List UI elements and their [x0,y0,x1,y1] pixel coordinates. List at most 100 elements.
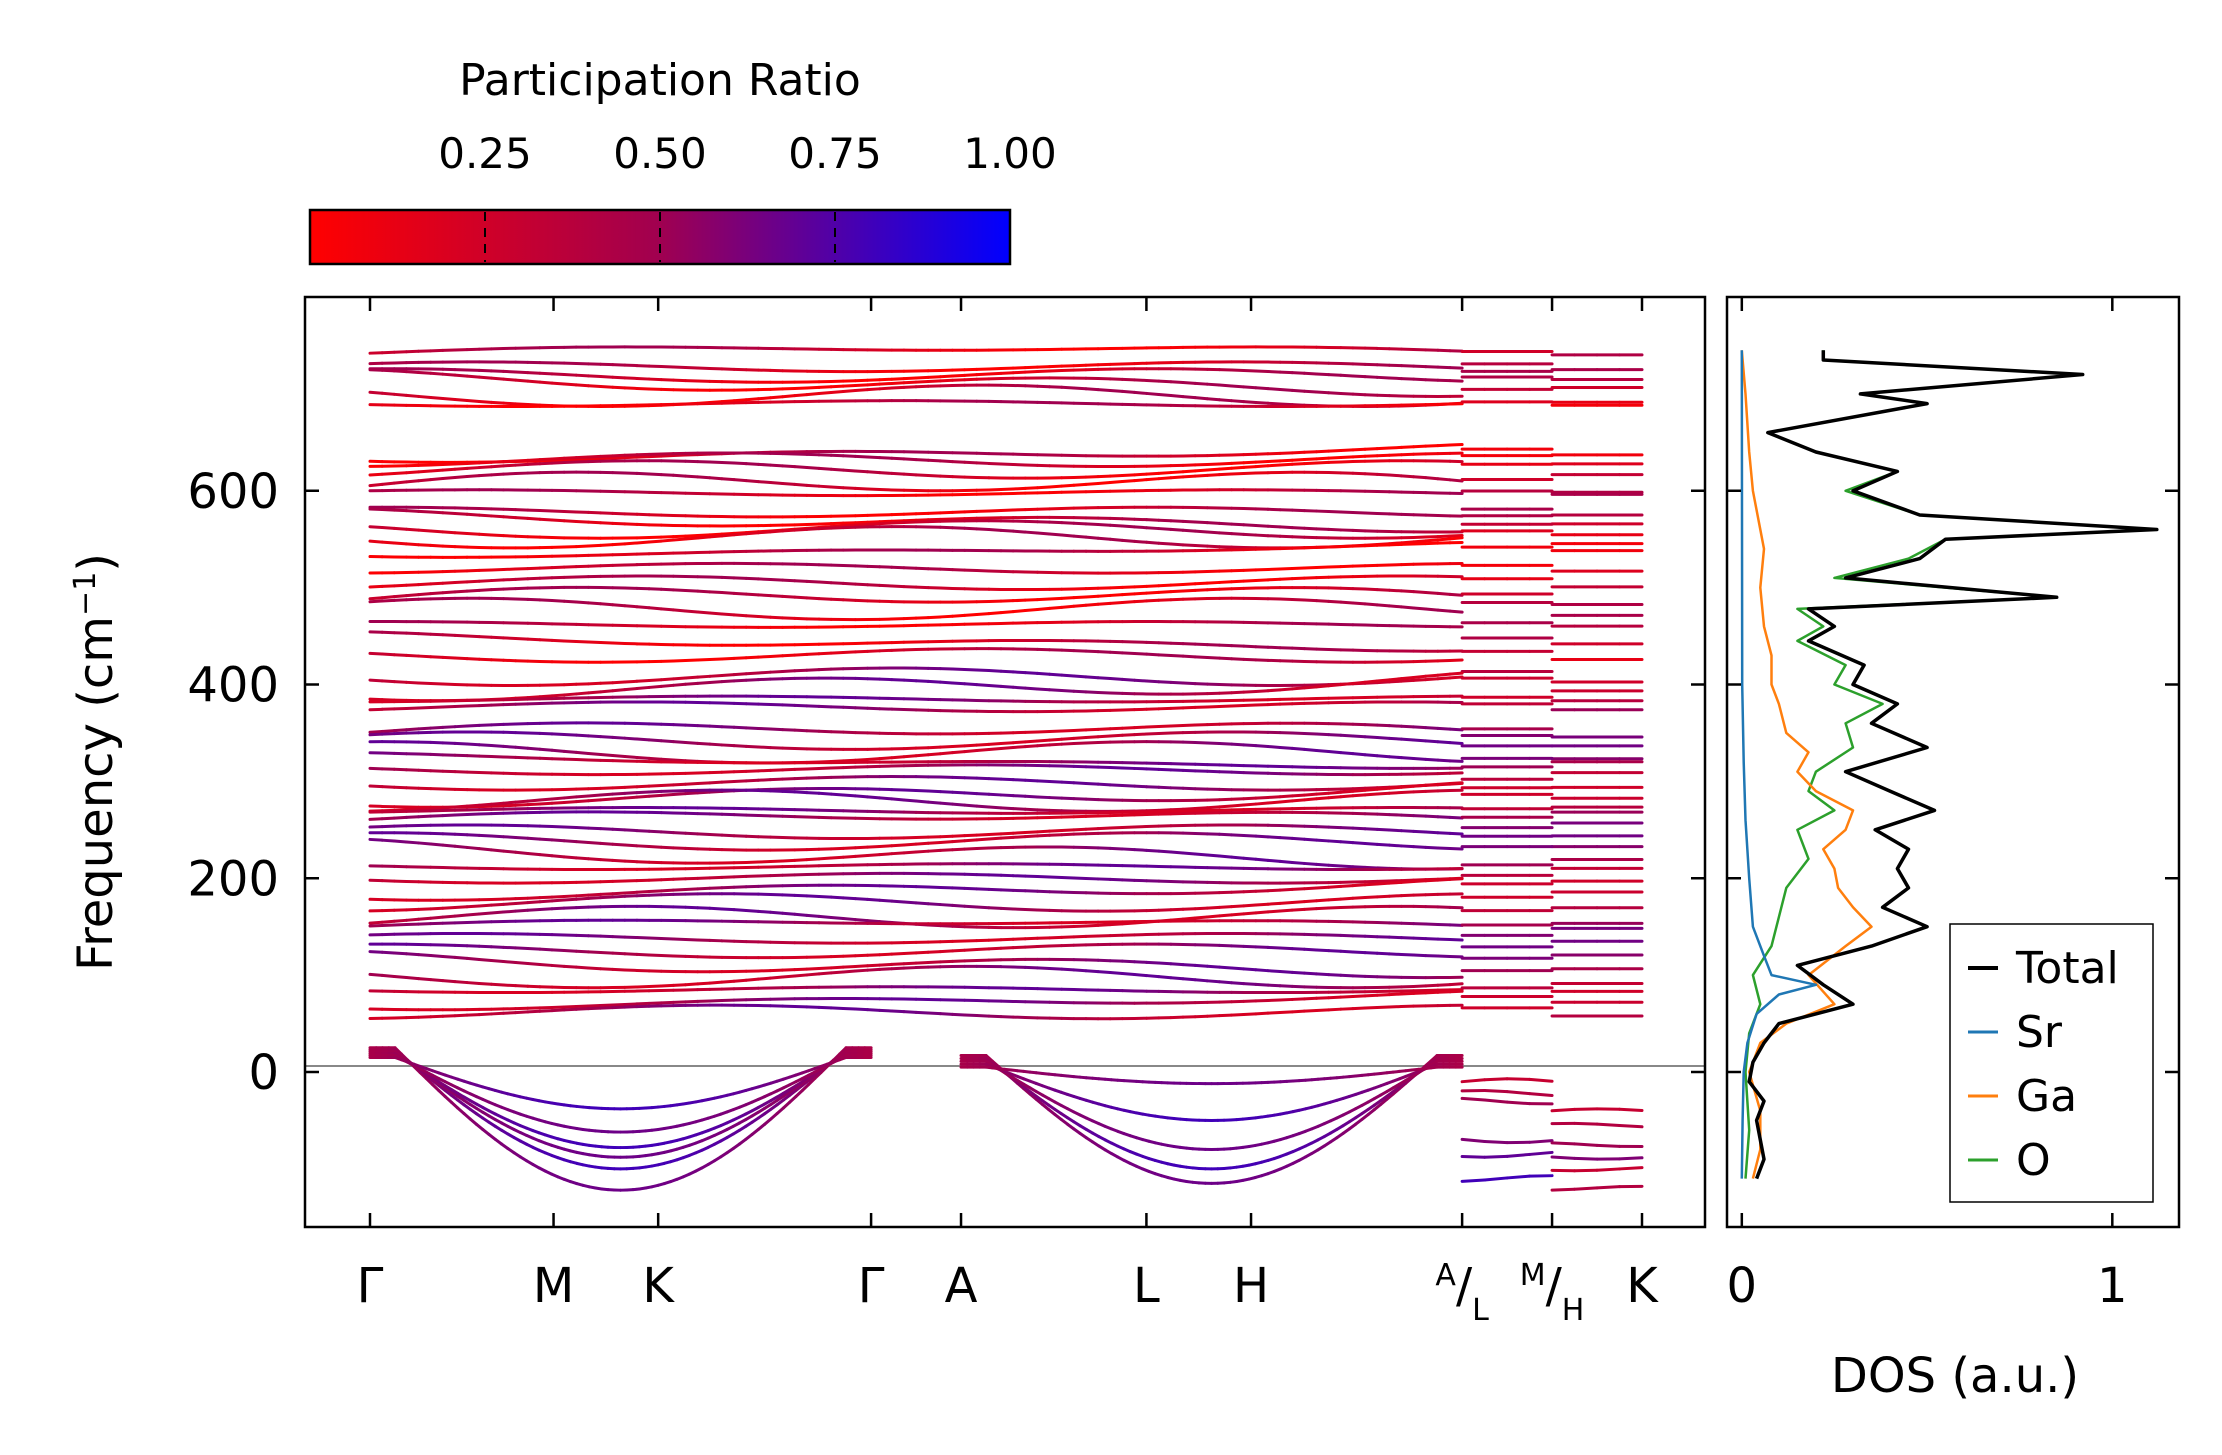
band-segment [1412,725,1428,730]
band-segment [611,785,627,790]
band-segment [926,840,942,845]
band-segment [1315,906,1331,911]
band-segment [441,475,457,480]
band-segment [404,631,421,636]
band-segment [380,481,396,486]
band-segment [1084,969,1100,974]
band-segment [1048,737,1064,742]
band-segment [1169,527,1185,532]
band-segment [890,381,906,385]
band-segment [1181,528,1197,533]
band-segment [1448,877,1464,881]
band-segment [1363,679,1379,684]
band-segment [1278,745,1294,750]
band-segment [1351,447,1367,452]
band-segment [841,650,857,654]
band-segment [853,968,870,973]
band-segment [1023,486,1039,490]
band-segment [1193,682,1209,686]
band-segment [1254,834,1270,839]
band-segment [1436,608,1452,613]
band-segment [1399,790,1416,795]
band-segment [429,655,445,659]
band-segment [829,650,845,655]
band-segment [732,978,748,983]
band-segment [1278,388,1294,392]
band-segment [1266,800,1282,805]
band-segment [1424,845,1440,850]
band-segment [489,910,505,915]
band-segment [1181,519,1197,524]
band-segment [429,468,445,473]
band-segment [1060,967,1076,972]
band-segment [1254,460,1270,464]
band-segment [611,796,627,801]
band-segment [987,461,1003,466]
band-segment [441,544,457,549]
band-segment [793,967,809,972]
band-segment [817,484,833,489]
band-segment [756,615,772,619]
band-segment [1254,857,1270,862]
band-segment [781,968,797,972]
band-segment [574,519,590,524]
band-segment [684,536,700,541]
band-segment [1266,909,1282,914]
phonon-bands [368,345,1644,1192]
band-segment [1327,949,1343,953]
band-segment [1375,472,1391,477]
band-segment [574,383,590,388]
band-segment [465,981,481,985]
band-segment [1399,880,1416,884]
band-segment [732,478,748,483]
band-segment [866,897,882,902]
band-segment [841,581,857,586]
band-segment [684,534,700,538]
band-segment [890,952,906,956]
band-segment [1023,807,1039,812]
band-segment [1096,601,1112,606]
band-segment [817,791,833,796]
band-segment [902,961,918,966]
band-segment [1035,966,1052,970]
band-segment [1254,982,1270,987]
band-segment [853,845,870,850]
band-segment [477,399,493,404]
band-segment [550,599,566,603]
band-segment [841,468,857,473]
band-segment [684,782,700,786]
band-segment [684,740,700,745]
band-segment [574,733,590,738]
band-segment [950,948,967,953]
band-segment [1157,527,1173,531]
band-segment [684,681,700,686]
band-segment [599,858,615,862]
band-segment [890,755,906,760]
band-segment [1266,901,1282,906]
band-segment [1193,544,1209,548]
band-segment [1448,741,1464,745]
band-segment [817,966,833,970]
band-segment [853,649,870,654]
band-segment [1302,861,1319,866]
band-segment [853,897,870,901]
band-segment [1048,779,1064,784]
band-segment [866,455,882,460]
band-segment [514,637,530,641]
band-segment [829,485,845,490]
band-segment [441,906,457,910]
band-segment [538,853,554,858]
band-segment [623,968,639,972]
band-segment [720,399,736,404]
band-segment [1230,803,1246,808]
band-segment [1023,370,1039,374]
band-segment [890,899,906,904]
band-segment [938,374,954,379]
band-segment [453,804,469,809]
band-segment [1290,836,1306,841]
band-segment [526,371,542,375]
band-segment [538,371,554,376]
band-segment [1132,732,1149,737]
band-segment [501,800,518,805]
